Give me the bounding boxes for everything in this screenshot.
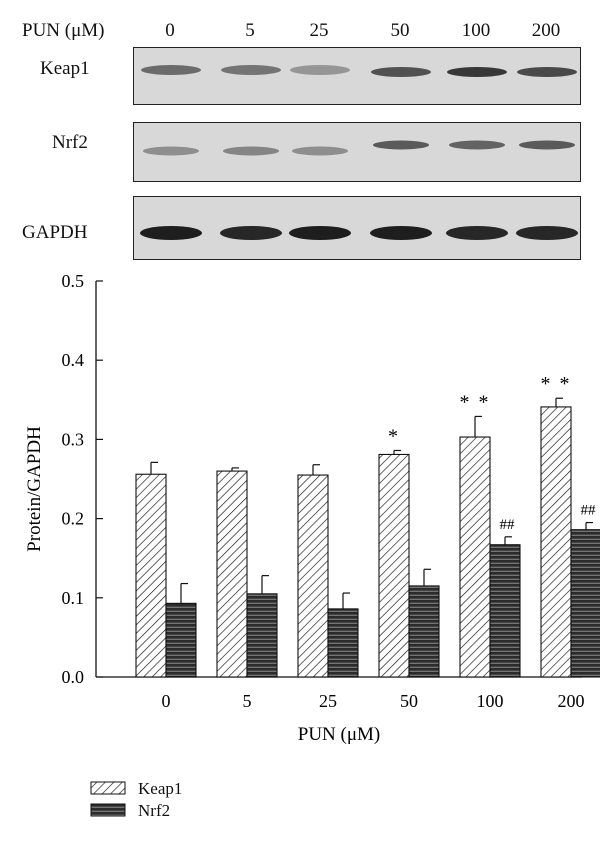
significance-annotation: * — [388, 425, 400, 447]
blot-header-label: PUN (μM) — [22, 20, 105, 41]
significance-annotation: ## — [500, 517, 516, 533]
blot-lane-label: 200 — [531, 20, 561, 41]
x-tick-label: 0 — [162, 691, 171, 711]
y-tick-label: 0.0 — [62, 667, 85, 687]
legend-label-nrf2: Nrf2 — [138, 801, 171, 820]
bar-chart: 0.0 0.1 0.2 0.3 0.4 0.5 Protein/GAPDH PUN (μM) 0… — [24, 271, 600, 745]
bar-nrf2 — [489, 544, 521, 678]
blot-band — [516, 226, 578, 240]
blot-band — [373, 140, 429, 150]
blot-band — [140, 226, 202, 240]
bar-keap1 — [297, 474, 329, 678]
blot-band — [292, 146, 348, 156]
bar-keap1 — [216, 470, 248, 678]
x-tick-label: 25 — [319, 691, 337, 711]
significance-annotation: * * — [460, 391, 491, 413]
blot-band — [370, 226, 432, 240]
x-axis-label: PUN (μM) — [298, 724, 381, 745]
blot-band — [220, 226, 282, 240]
blot-row-label-gapdh: GAPDH — [22, 222, 88, 243]
blot-lane-label: 5 — [245, 20, 255, 41]
bar-keap1 — [459, 436, 491, 678]
x-tick-label: 5 — [243, 691, 252, 711]
blot-band — [447, 67, 507, 77]
significance-annotation: ## — [581, 503, 597, 519]
blot-band — [446, 226, 508, 240]
legend-swatches — [90, 781, 126, 817]
blot-bands-nrf2 — [143, 140, 575, 156]
blot-band — [449, 140, 505, 150]
x-tick-label: 50 — [400, 691, 418, 711]
bar-nrf2 — [570, 529, 600, 678]
blot-band — [221, 65, 281, 75]
blot-band — [371, 67, 431, 77]
bar-keap1 — [378, 453, 410, 678]
blot-band — [141, 65, 201, 75]
y-tick-label: 0.5 — [62, 271, 85, 291]
bar-keap1 — [135, 473, 167, 678]
y-axis-label: Protein/GAPDH — [24, 426, 45, 552]
y-tick-label: 0.4 — [62, 350, 85, 370]
bar-nrf2 — [408, 585, 440, 678]
x-tick-label: 200 — [558, 691, 585, 711]
legend-swatch-nrf2 — [90, 803, 126, 817]
blot-lane-label: 50 — [390, 20, 410, 41]
blot-bands-keap1 — [141, 65, 577, 77]
blot-band — [289, 226, 351, 240]
legend-swatch-keap1 — [90, 781, 126, 795]
y-tick-label: 0.2 — [62, 509, 85, 529]
bar-keap1 — [540, 406, 572, 678]
blot-band — [223, 146, 279, 156]
y-tick-label: 0.1 — [62, 588, 85, 608]
blot-panel-nrf2 — [133, 122, 581, 182]
blot-band — [143, 146, 199, 156]
y-tick-label: 0.3 — [62, 429, 85, 449]
x-tick-label: 100 — [477, 691, 504, 711]
blot-lane-label: 0 — [165, 20, 175, 41]
blot-band — [517, 67, 577, 77]
bar-nrf2 — [327, 608, 359, 678]
blot-band — [519, 140, 575, 150]
blot-panel-gapdh — [133, 196, 581, 260]
blot-row-label-nrf2: Nrf2 — [52, 132, 88, 153]
bar-nrf2 — [165, 602, 197, 678]
bar-nrf2 — [246, 593, 278, 678]
legend-label-keap1: Keap1 — [138, 779, 183, 798]
blot-band — [290, 65, 350, 75]
blot-lane-label: 25 — [309, 20, 329, 41]
blot-panel-keap1 — [133, 47, 581, 105]
blot-bands-gapdh — [140, 226, 578, 240]
blot-lane-label: 100 — [461, 20, 491, 41]
significance-annotation: * * — [541, 373, 572, 395]
blot-row-label-keap1: Keap1 — [40, 58, 90, 79]
